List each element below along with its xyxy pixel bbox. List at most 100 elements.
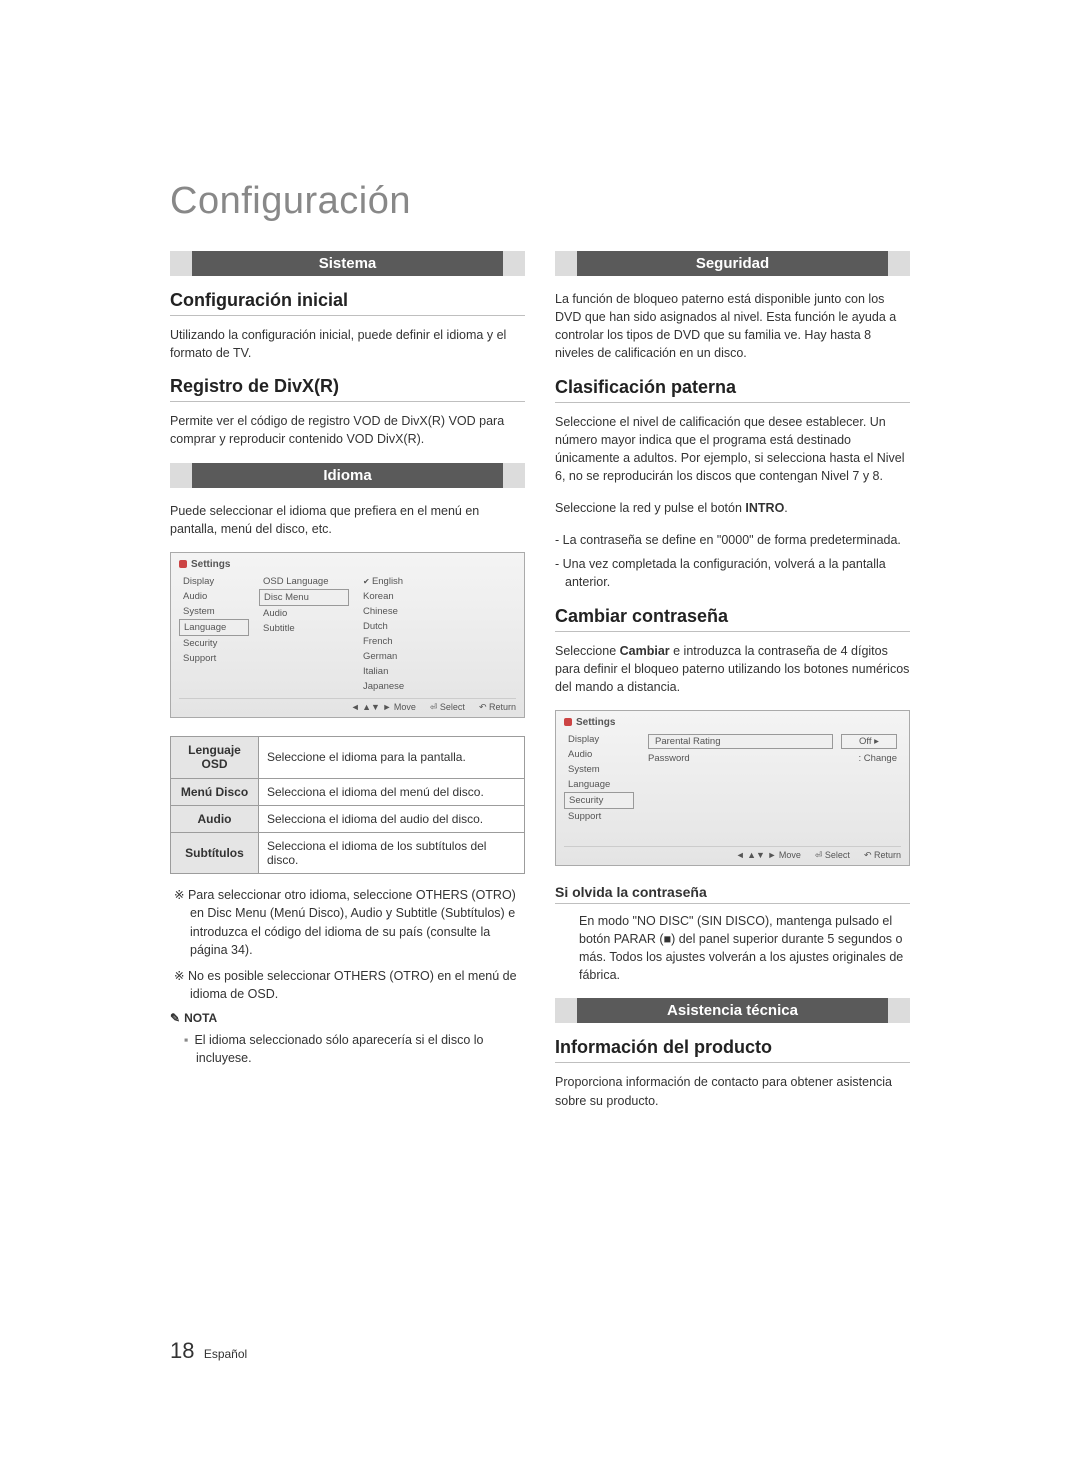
mock2-header: Settings (564, 717, 901, 728)
heading-cambiar: Cambiar contraseña (555, 606, 910, 632)
mock1-sidebar: DisplayAudioSystemLanguageSecuritySuppor… (179, 574, 249, 694)
mock2-sidebar: DisplayAudioSystemLanguageSecuritySuppor… (564, 732, 634, 842)
clasif2-bold: INTRO (745, 501, 784, 515)
heading-divx: Registro de DivX(R) (170, 376, 525, 402)
mock1-option-item: Korean (359, 589, 516, 604)
lang-table-head: Menú Disco (171, 778, 259, 805)
settings-screenshot-language: Settings DisplayAudioSystemLanguageSecur… (170, 552, 525, 718)
mock2-side-item: Support (564, 809, 634, 824)
lang-table-head: Lenguaje OSD (171, 736, 259, 778)
mock1-side-item: Audio (179, 589, 249, 604)
settings-screenshot-security: Settings DisplayAudioSystemLanguageSecur… (555, 710, 910, 866)
mock2-row-label: Password (648, 753, 690, 764)
page-language: Español (204, 1347, 247, 1361)
asterisk-note-1: ※ Para seleccionar otro idioma, seleccio… (170, 886, 525, 959)
mock1-footer-hint: ↶ Return (479, 702, 516, 713)
text-olvida: En modo "NO DISC" (SIN DISCO), mantenga … (555, 912, 910, 985)
mock2-side-item: Security (564, 792, 634, 809)
mock2-right: Parental Rating Off ▸ Password : Change (644, 732, 901, 842)
section-bar-seguridad: Seguridad (555, 251, 910, 276)
mock1-side-item: Support (179, 651, 249, 666)
mock1-header-text: Settings (191, 559, 230, 570)
language-table: Lenguaje OSDSeleccione el idioma para la… (170, 736, 525, 875)
mock1-header: Settings (179, 559, 516, 570)
heading-clasif: Clasificación paterna (555, 377, 910, 403)
note-label: ✎ NOTA (170, 1011, 525, 1025)
section-bar-sistema: Sistema (170, 251, 525, 276)
mock2-side-item: Audio (564, 747, 634, 762)
heading-olvida: Si olvida la contraseña (555, 884, 910, 904)
mock1-option-item: Italian (359, 664, 516, 679)
right-column: Seguridad La función de bloqueo paterno … (555, 251, 910, 1124)
mock1-side-item: System (179, 604, 249, 619)
clasif2-post: . (784, 501, 787, 515)
mock1-mid-item: Audio (259, 606, 349, 621)
section-bar-asist: Asistencia técnica (555, 998, 910, 1023)
page-container: Configuración Sistema Configuración inic… (0, 0, 1080, 1184)
mock2-footer-hint: ⏎ Select (815, 850, 850, 861)
text-seguridad: La función de bloqueo paterno está dispo… (555, 290, 910, 363)
mock1-side-item: Display (179, 574, 249, 589)
heading-config-inicial: Configuración inicial (170, 290, 525, 316)
asterisk-note-2: ※ No es posible seleccionar OTHERS (OTRO… (170, 967, 525, 1003)
text-cambiar: Seleccione Cambiar e introduzca la contr… (555, 642, 910, 696)
mock1-options: EnglishKoreanChineseDutchFrenchGermanIta… (359, 574, 516, 694)
text-config-inicial: Utilizando la configuración inicial, pue… (170, 326, 525, 362)
mock1-mid-item: Subtitle (259, 621, 349, 636)
section-bar-idioma: Idioma (170, 463, 525, 488)
mock1-side-item: Language (179, 619, 249, 636)
clasif2-pre: Seleccione la red y pulse el botón (555, 501, 745, 515)
mock2-row-value: Off ▸ (841, 734, 897, 749)
mock1-option-item: French (359, 634, 516, 649)
mock2-footer-hint: ◄ ▲▼ ► Move (736, 850, 801, 861)
mock1-mid-item: Disc Menu (259, 589, 349, 606)
left-column: Sistema Configuración inicial Utilizando… (170, 251, 525, 1124)
table-row: SubtítulosSelecciona el idioma de los su… (171, 833, 525, 874)
two-columns: Sistema Configuración inicial Utilizando… (170, 251, 910, 1124)
text-info: Proporciona información de contacto para… (555, 1073, 910, 1109)
lang-table-desc: Seleccione el idioma para la pantalla. (259, 736, 525, 778)
settings-icon (179, 560, 187, 568)
page-title: Configuración (170, 180, 910, 223)
mock1-side-item: Security (179, 636, 249, 651)
mock1-option-item: English (359, 574, 516, 589)
mock2-row-value: : Change (858, 753, 897, 764)
clasif-li2: - Una vez completada la configuración, v… (555, 555, 910, 591)
mock1-body: DisplayAudioSystemLanguageSecuritySuppor… (179, 574, 516, 694)
table-row: Lenguaje OSDSeleccione el idioma para la… (171, 736, 525, 778)
mock2-side-item: System (564, 762, 634, 777)
mock2-row: Password : Change (644, 751, 901, 766)
lang-table-head: Subtítulos (171, 833, 259, 874)
mock1-middle: OSD LanguageDisc MenuAudioSubtitle (259, 574, 349, 694)
text-divx: Permite ver el código de registro VOD de… (170, 412, 525, 448)
page-footer: 18 Español (170, 1338, 247, 1364)
text-clasif1: Seleccione el nivel de calificación que … (555, 413, 910, 486)
pen-icon: ✎ (170, 1011, 180, 1025)
lang-table-desc: Selecciona el idioma del audio del disco… (259, 805, 525, 832)
note-item: ▪ El idioma seleccionado sólo aparecería … (170, 1031, 525, 1067)
text-idioma: Puede seleccionar el idioma que prefiera… (170, 502, 525, 538)
mock2-footer-hint: ↶ Return (864, 850, 901, 861)
settings-icon (564, 718, 572, 726)
cambiar-bold: Cambiar (620, 644, 670, 658)
mock2-row-label: Parental Rating (648, 734, 833, 749)
cambiar-pre: Seleccione (555, 644, 620, 658)
lang-table-head: Audio (171, 805, 259, 832)
mock2-body: DisplayAudioSystemLanguageSecuritySuppor… (564, 732, 901, 842)
mock2-side-item: Display (564, 732, 634, 747)
note-item-text: El idioma seleccionado sólo aparecería s… (194, 1033, 483, 1065)
mock2-header-text: Settings (576, 717, 615, 728)
note-label-text: NOTA (184, 1011, 217, 1025)
mock1-option-item: German (359, 649, 516, 664)
table-row: AudioSelecciona el idioma del audio del … (171, 805, 525, 832)
page-number: 18 (170, 1338, 194, 1363)
lang-table-desc: Selecciona el idioma de los subtítulos d… (259, 833, 525, 874)
mock1-mid-item: OSD Language (259, 574, 349, 589)
mock2-row: Parental Rating Off ▸ (644, 732, 901, 751)
table-row: Menú DiscoSelecciona el idioma del menú … (171, 778, 525, 805)
mock1-footer: ◄ ▲▼ ► Move⏎ Select↶ Return (179, 698, 516, 713)
note-bullet-icon: ▪ (184, 1033, 188, 1047)
mock1-option-item: Dutch (359, 619, 516, 634)
mock1-footer-hint: ⏎ Select (430, 702, 465, 713)
mock2-side-item: Language (564, 777, 634, 792)
